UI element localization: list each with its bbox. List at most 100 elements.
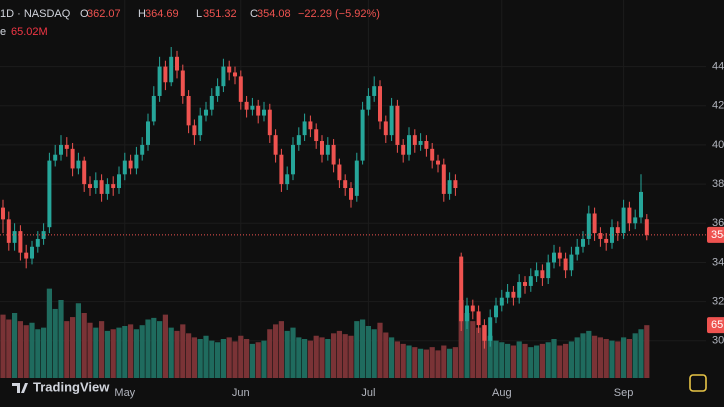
volume-bar	[586, 330, 592, 378]
volume-bar	[215, 342, 221, 378]
volume-value: 65.02M	[11, 26, 48, 38]
candle-body	[146, 121, 150, 145]
volume-bar	[244, 339, 250, 378]
candle-body	[598, 233, 603, 239]
volume-bar	[70, 317, 76, 378]
volume-bar	[290, 327, 296, 378]
volume-bar	[319, 337, 325, 378]
volume-bar	[81, 313, 87, 378]
candle-body	[575, 246, 580, 255]
volume-bar	[220, 339, 226, 378]
candle-body	[140, 144, 145, 155]
volume-bar	[23, 325, 29, 378]
volume-bar	[487, 335, 493, 378]
candle-body	[627, 207, 632, 224]
candle-body	[198, 115, 203, 136]
volume-bar	[6, 319, 12, 378]
y-tick-label: 340	[712, 256, 724, 268]
candle-body	[465, 305, 469, 322]
candle-body	[157, 66, 162, 96]
candle-body	[233, 72, 237, 77]
volume-bar	[238, 335, 244, 378]
logo-text: TradingView	[33, 379, 110, 394]
candle-body	[221, 66, 226, 87]
volume-bar	[516, 341, 522, 378]
candle-body	[581, 238, 585, 247]
candle-body	[76, 160, 81, 169]
ohlc-value: 362.07	[87, 8, 121, 20]
volume-bar	[476, 327, 482, 378]
goto-icon[interactable]	[689, 374, 707, 392]
volume-bar	[429, 347, 435, 378]
volume-bar	[99, 321, 105, 378]
volume-bar	[551, 339, 557, 378]
candle-body	[6, 219, 11, 243]
candle-body	[534, 270, 539, 277]
grid	[0, 0, 706, 378]
volume-bar	[64, 321, 70, 378]
volume-bar	[180, 324, 186, 378]
candle-body	[1, 207, 5, 220]
volume-bar	[580, 333, 586, 378]
candle-body	[151, 95, 156, 122]
candle-body	[267, 109, 272, 136]
candle-body	[615, 227, 620, 234]
volume-bar	[493, 340, 499, 378]
volume-bar	[360, 319, 366, 378]
volume-bar	[406, 345, 412, 378]
candle-body	[128, 160, 133, 169]
candle-body	[285, 174, 290, 185]
volume-bar	[87, 322, 93, 378]
volume-bar	[342, 334, 348, 378]
volume-bar	[151, 317, 157, 378]
candle-body	[395, 105, 400, 145]
candle-body	[523, 282, 527, 286]
volume-bar	[186, 333, 192, 378]
volume-bar	[278, 321, 284, 378]
x-tick-label: Jun	[232, 387, 250, 399]
candle-body	[337, 164, 342, 181]
volume-bar	[505, 343, 511, 378]
candle-body	[546, 262, 551, 279]
candle-body	[192, 125, 197, 136]
candle-body	[372, 86, 377, 96]
y-tick-label: 360	[712, 217, 724, 229]
candle-body	[320, 141, 324, 155]
goto-realtime[interactable]	[689, 374, 707, 392]
candle-body	[175, 56, 179, 71]
volume-bar	[481, 325, 487, 378]
volume-bar	[296, 337, 302, 378]
candle-body	[436, 160, 440, 165]
ohlc-value: 364.69	[145, 8, 179, 20]
candle-body	[505, 291, 510, 298]
candle-body	[354, 160, 359, 196]
volume-bar	[197, 339, 203, 378]
volume-bar	[17, 321, 23, 378]
volume-bar	[632, 333, 638, 378]
candle-body	[447, 180, 452, 194]
volume-bar	[284, 330, 290, 378]
candle-body	[517, 282, 522, 298]
y-tick-label: 300	[712, 335, 724, 347]
volume-bar	[557, 345, 563, 378]
volume-bar	[365, 326, 371, 378]
volume-tag-label: 65.02M	[711, 319, 724, 331]
candle-body	[378, 86, 382, 122]
candle-body	[262, 109, 266, 116]
candle-body	[430, 148, 435, 161]
candle-body	[256, 105, 261, 116]
candle-body	[53, 154, 58, 161]
volume-bar	[203, 335, 209, 378]
volume-bar	[528, 347, 534, 378]
ohlc-letter: O	[80, 8, 89, 20]
candle-body	[117, 174, 121, 189]
candle-body	[418, 141, 423, 145]
candle-body	[633, 217, 638, 224]
volume-bar	[93, 327, 99, 378]
volume-tag	[707, 317, 724, 334]
candle-body	[604, 238, 609, 243]
candle-body	[569, 254, 574, 271]
volume-bar	[46, 288, 52, 378]
candle-body	[296, 135, 301, 145]
